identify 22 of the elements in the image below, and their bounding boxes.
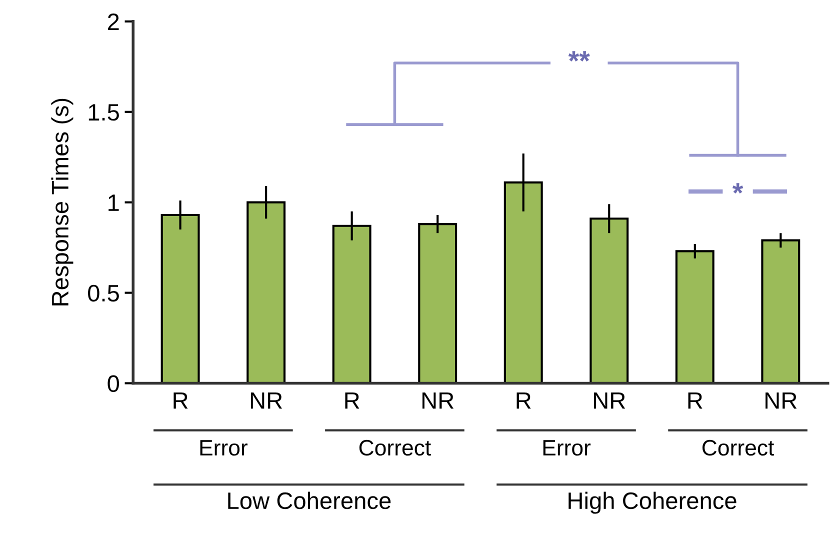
text: High Coherence (568, 492, 736, 514)
y-tick-label: 1 (108, 194, 119, 211)
annotation: ** (568, 51, 590, 62)
x-tick-label: R (345, 392, 360, 409)
x-tick-label: R (174, 392, 188, 409)
text: Error (543, 440, 591, 456)
x-tick-label: NR (594, 392, 626, 409)
x-tick-label: NR (422, 392, 454, 409)
y-tick-label: 0.5 (88, 284, 119, 302)
x-tick-label: R (516, 392, 531, 409)
text: Error (200, 440, 248, 456)
annotation: * (732, 183, 744, 194)
y-tick-label: 1.5 (88, 104, 119, 121)
x-tick-label: NR (766, 392, 797, 409)
y-tick-label: 0 (108, 375, 120, 392)
text: Low Coherence (228, 492, 391, 510)
x-tick-label: R (688, 392, 702, 409)
text: Correct (702, 440, 774, 456)
x-tick-label: NR (250, 392, 282, 409)
y-tick-label: 2 (108, 14, 119, 30)
y-axis-title: Response Times (s) (51, 98, 74, 306)
text: Correct (359, 440, 431, 456)
